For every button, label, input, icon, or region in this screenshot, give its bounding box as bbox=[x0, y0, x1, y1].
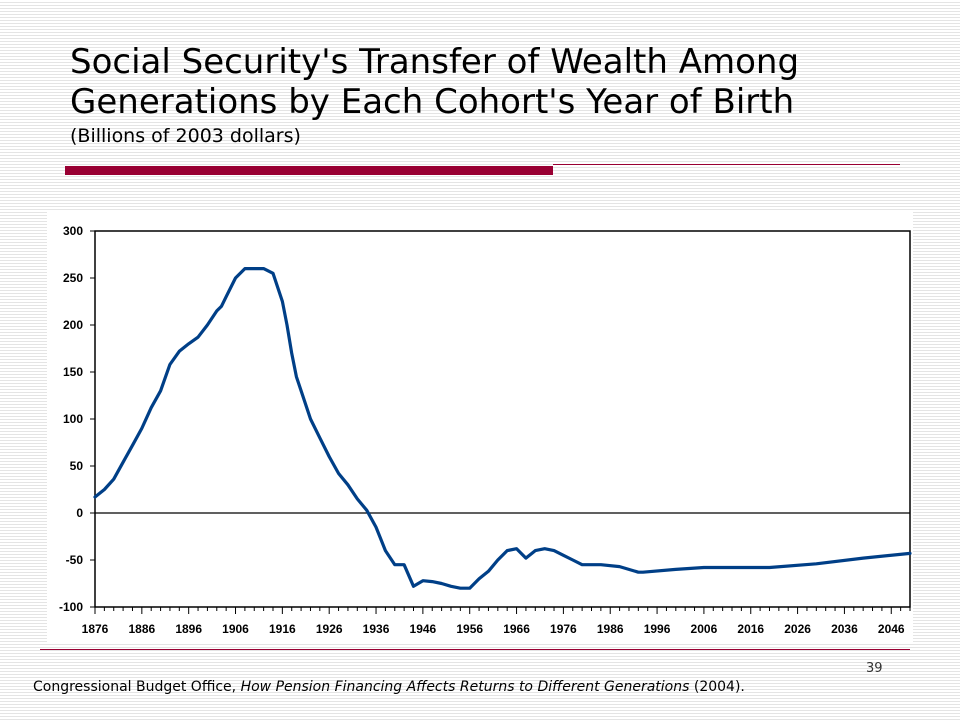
y-tick-label: -50 bbox=[66, 553, 84, 567]
x-tick-label: 1976 bbox=[550, 622, 577, 636]
x-tick-label: 1916 bbox=[269, 622, 296, 636]
x-tick-label: 1906 bbox=[222, 622, 249, 636]
x-tick-label: 1966 bbox=[503, 622, 530, 636]
bottom-rule bbox=[40, 649, 910, 650]
source-citation: Congressional Budget Office, How Pension… bbox=[33, 679, 745, 695]
slide-title-line-2: Generations by Each Cohort's Year of Bir… bbox=[70, 82, 795, 122]
x-tick-label: 2036 bbox=[831, 622, 858, 636]
title-accent-line bbox=[553, 164, 900, 165]
y-tick-label: 0 bbox=[76, 506, 83, 520]
x-tick-label: 1896 bbox=[175, 622, 202, 636]
y-tick-label: 150 bbox=[63, 365, 83, 379]
x-tick-label: 2016 bbox=[737, 622, 764, 636]
x-tick-label: 1986 bbox=[597, 622, 624, 636]
y-tick-label: 200 bbox=[63, 318, 83, 332]
x-tick-label: 2046 bbox=[878, 622, 905, 636]
slide-subtitle: (Billions of 2003 dollars) bbox=[70, 125, 301, 147]
source-year: (2004). bbox=[689, 679, 745, 695]
y-tick-label: 100 bbox=[63, 412, 83, 426]
source-title: How Pension Financing Affects Returns to… bbox=[240, 679, 690, 695]
x-tick-label: 1956 bbox=[456, 622, 483, 636]
x-tick-label: 1996 bbox=[644, 622, 671, 636]
series-line bbox=[93, 266, 912, 590]
x-tick-label: 1876 bbox=[82, 622, 109, 636]
x-tick-label: 2026 bbox=[784, 622, 811, 636]
chart-panel: 300 250 200 150 100 50 0 -50 -100 1876 1886 1896 190… bbox=[47, 212, 913, 642]
line-chart: 300 250 200 150 100 50 0 -50 -100 1876 1886 1896 190… bbox=[59, 224, 912, 636]
y-tick-label: -100 bbox=[59, 600, 83, 614]
y-tick-label: 300 bbox=[63, 224, 83, 238]
y-tick-label: 50 bbox=[70, 459, 84, 473]
x-tick-label: 2006 bbox=[691, 622, 718, 636]
title-block: Social Security's Transfer of Wealth Amo… bbox=[70, 42, 920, 149]
source-author: Congressional Budget Office, bbox=[33, 679, 241, 695]
x-tick-label: 1946 bbox=[410, 622, 437, 636]
title-accent-bar bbox=[65, 166, 553, 175]
y-tick-label: 250 bbox=[63, 271, 83, 285]
slide-title-line-1: Social Security's Transfer of Wealth Amo… bbox=[70, 42, 800, 82]
x-tick-label: 1886 bbox=[128, 622, 155, 636]
plot-frame bbox=[94, 230, 911, 608]
x-tick-label: 1936 bbox=[363, 622, 390, 636]
page-number: 39 bbox=[866, 661, 883, 676]
x-tick-label: 1926 bbox=[316, 622, 343, 636]
